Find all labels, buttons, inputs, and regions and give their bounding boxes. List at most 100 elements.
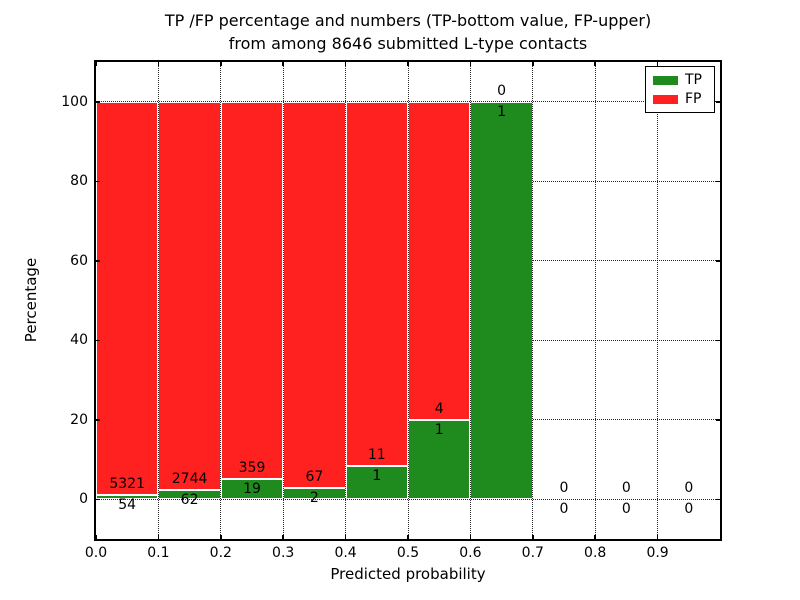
y-tick-mark [96,101,100,103]
y-tick-label: 40 [70,332,88,349]
x-tick-label: 0.8 [584,545,607,561]
bar-fp-segment [158,101,221,491]
x-tick-mark [407,535,409,539]
y-tick-mark-right [716,498,720,500]
x-tick-mark-top [220,62,222,66]
x-tick-label: 0.6 [459,545,482,561]
x-tick-mark-top [594,62,596,66]
y-tick-mark-right [716,260,720,262]
y-tick-mark [96,339,100,341]
fp-count-label: 67 [305,468,324,485]
gridline-vertical [657,62,659,539]
fp-count-label: 0 [621,480,631,497]
bar-fp-segment [408,101,471,420]
tp-count-label: 2 [309,489,319,506]
gridline-vertical [345,62,347,539]
chart-title-line1: TP /FP percentage and numbers (TP-bottom… [164,11,652,30]
x-tick-label: 0.4 [334,545,357,561]
x-tick-mark-top [469,62,472,66]
bar-fp-segment [96,101,159,496]
tp-count-label: 1 [434,421,444,438]
fp-count-label: 0 [497,82,507,99]
fp-count-label: 2744 [171,471,208,488]
y-tick-label: 0 [79,491,88,508]
y-tick-mark [96,260,100,262]
x-tick-mark [344,535,347,539]
x-tick-label: 0.2 [209,545,232,561]
legend-swatch-tp [653,75,678,85]
y-tick-label: 80 [70,173,88,190]
fp-count-label: 0 [684,480,694,497]
gridline-vertical [532,62,534,539]
bar-tp-segment [220,479,284,500]
tp-count-label: 0 [559,501,569,518]
bar-tp-segment [283,487,346,500]
x-tick-label: 0.1 [147,545,170,561]
x-tick-mark [594,535,596,539]
bar-tp-segment [408,419,471,500]
tp-count-label: 1 [372,468,382,485]
y-tick-mark [96,419,100,421]
x-tick-mark [282,535,284,539]
gridline-vertical [594,62,596,539]
x-tick-mark-top [157,62,160,66]
x-tick-mark-top [407,62,409,66]
y-tick-label: 100 [61,93,88,110]
x-tick-mark [532,535,534,539]
x-tick-mark-top [282,62,284,66]
legend: TP FP [645,66,715,113]
tp-count-label: 62 [180,492,199,509]
tp-count-label: 0 [684,501,694,518]
x-tick-mark-top [344,62,347,66]
bar-tp-segment [96,495,159,500]
x-tick-label: 0.0 [84,545,108,561]
gridline-vertical [282,62,284,539]
y-axis-label: Percentage [22,257,40,343]
x-tick-label: 0.3 [272,545,295,561]
tp-count-label: 1 [497,103,507,120]
y-tick-mark [96,180,100,182]
x-tick-mark [656,535,659,539]
legend-label-tp: TP [685,72,702,88]
bar-tp-segment [158,490,221,500]
y-tick-label: 20 [70,411,88,428]
x-tick-mark [469,535,472,539]
bar-fp-segment [283,101,346,488]
gridline-vertical [157,62,159,539]
x-axis-label: Predicted probability [330,565,486,583]
tp-count-label: 19 [243,481,261,498]
gridline-vertical [407,62,409,539]
legend-label-fp: FP [685,91,702,107]
x-tick-mark-top [95,62,97,66]
x-tick-mark [157,535,160,539]
y-tick-mark [96,498,100,500]
legend-entry-fp: FP [653,92,714,106]
tp-count-label: 0 [621,501,631,518]
x-tick-label: 0.9 [646,545,669,561]
plot-area: 5321 54 2744 62 359 19 67 2 11 1 4 1 0 1 0 0 0 0 0 0 [94,60,722,541]
legend-swatch-fp [653,94,678,104]
x-tick-mark-top [656,62,659,66]
gridline-vertical [469,62,471,539]
bar-tp-segment [470,101,533,500]
y-tick-mark-right [716,101,720,103]
chart-title: TP /FP percentage and numbers (TP-bottom… [96,9,720,55]
x-tick-mark [95,535,97,539]
bar-fp-segment [345,101,408,467]
bar-fp-segment [220,101,284,480]
fp-count-label: 4 [434,400,444,417]
x-tick-label: 0.5 [396,545,420,561]
tp-count-label: 54 [118,497,137,514]
legend-entry-tp: TP [653,73,714,87]
chart-title-line2: from among 8646 submitted L-type contact… [228,34,588,53]
y-tick-mark-right [716,419,720,421]
x-tick-label: 0.7 [521,545,544,561]
y-tick-label: 60 [70,252,88,269]
fp-count-label: 11 [367,447,386,464]
fp-count-label: 5321 [109,476,145,493]
gridline-vertical [220,62,222,539]
fp-count-label: 0 [559,480,569,497]
fp-count-label: 359 [238,460,266,477]
y-tick-mark-right [716,339,720,341]
bar-tp-segment [345,466,408,500]
